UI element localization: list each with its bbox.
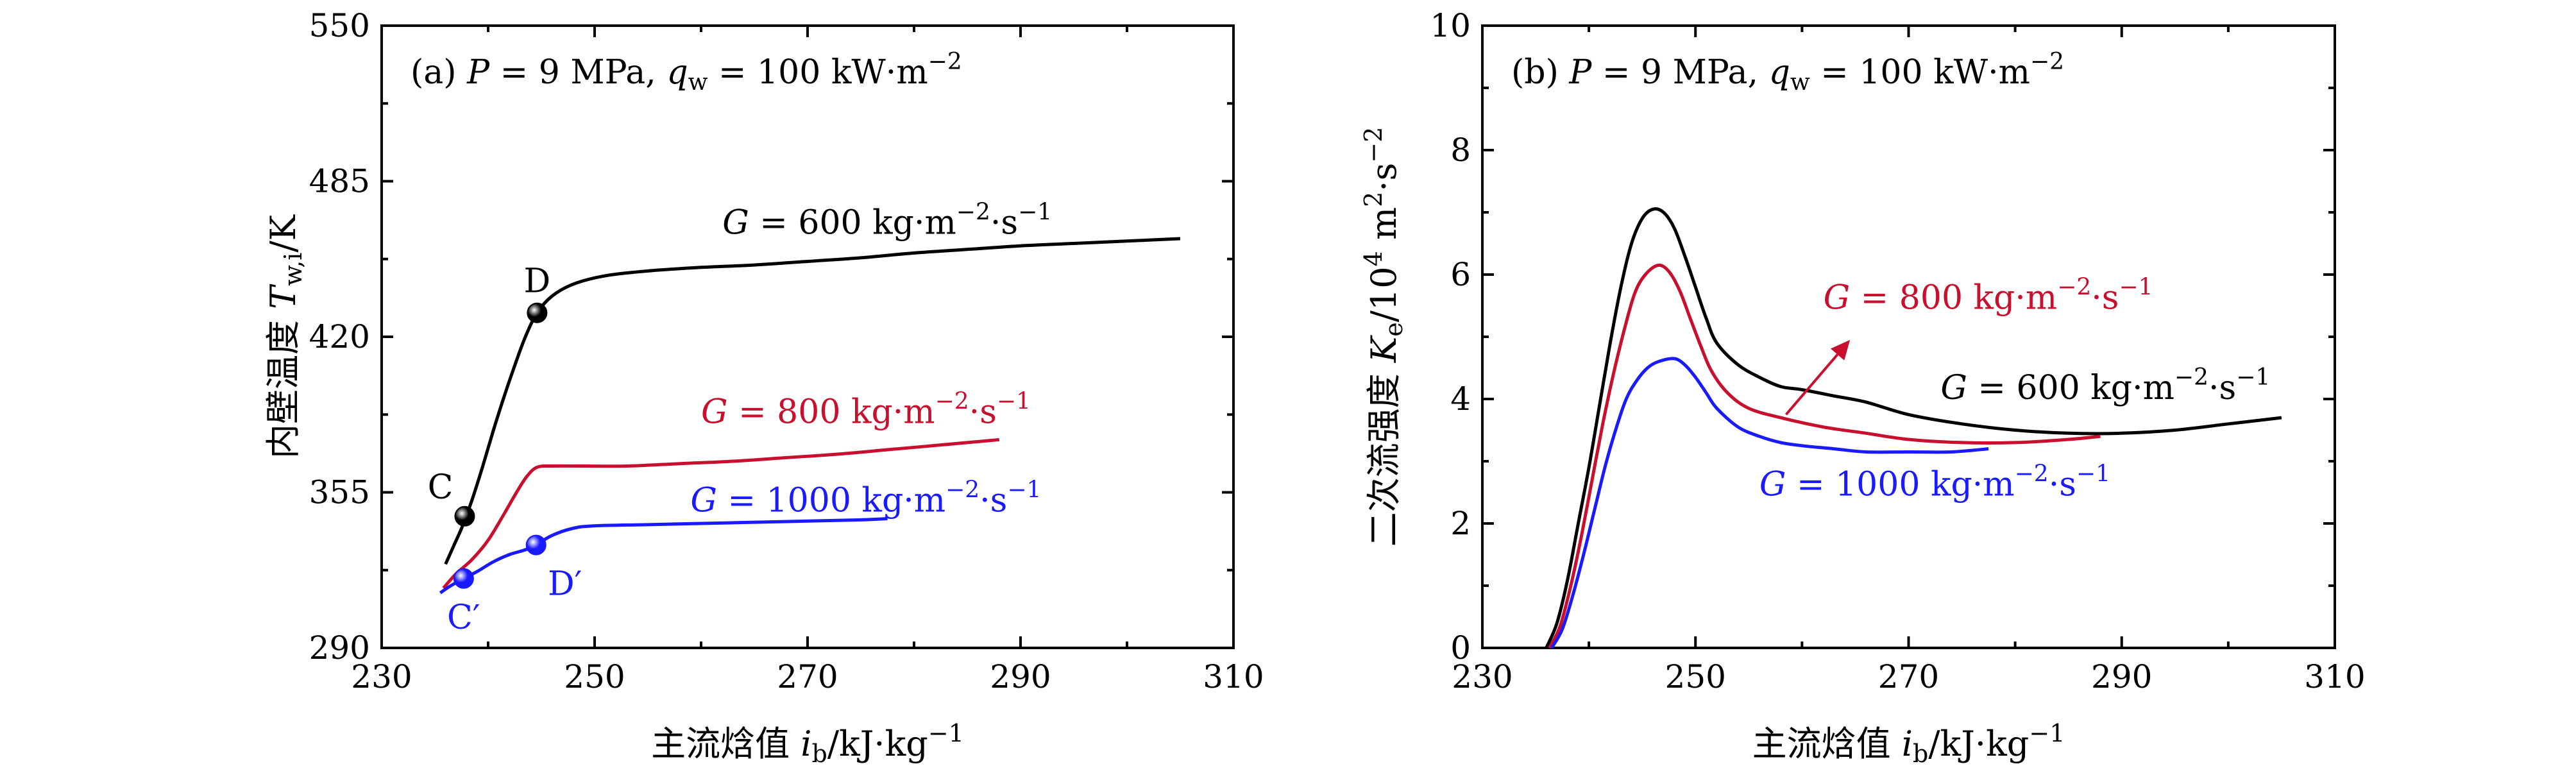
y-tick-label: 10 <box>1430 7 1471 44</box>
point-label-D′: D′ <box>548 565 582 604</box>
y-axis-label: 二次流强度 Ke/104 m2·s−2 <box>1359 127 1408 547</box>
x-tick-label: 230 <box>351 658 412 695</box>
x-tick-label: 290 <box>2091 658 2152 695</box>
x-tick-label: 270 <box>1878 658 1939 695</box>
y-tick-label: 2 <box>1450 505 1471 542</box>
x-tick-label: 270 <box>777 658 838 695</box>
x-tick-label: 250 <box>1665 658 1726 695</box>
x-tick-label: 230 <box>1452 658 1513 695</box>
panel-a: 230 250 270 290 310 290 355 420 485 550 (a) P = 9 … <box>263 7 1264 768</box>
y-tick-label: 550 <box>309 7 370 44</box>
panel-title: (b) P = 9 MPa, qw = 100 kW·m−2 <box>1511 49 2064 96</box>
series-line-2 <box>1548 263 2101 649</box>
series-label-2: G = 800 kg·m−2·s−1 <box>1824 274 2153 317</box>
series-label-1: G = 600 kg·m−2·s−1 <box>1940 364 2270 407</box>
y-tick-label: 6 <box>1450 256 1471 293</box>
panel-b: 230 250 270 290 310 0 2 4 6 8 10 (b) P = 9 MPa, qw … <box>1359 7 2366 768</box>
series-line-3 <box>1550 357 1989 649</box>
y-tick-label: 420 <box>309 318 370 355</box>
point-label-C′: C′ <box>447 599 480 637</box>
series-line-3 <box>439 517 888 595</box>
y-tick-label: 4 <box>1450 380 1471 418</box>
x-axis-label: 主流焓值 ib/kJ·kg−1 <box>651 719 964 768</box>
series-label-3: G = 1000 kg·m−2·s−1 <box>1759 461 2110 504</box>
panel-title: (a) P = 9 MPa, qw = 100 kW·m−2 <box>411 49 962 96</box>
arrow-line <box>1784 353 1839 416</box>
point-marker-D <box>527 302 548 323</box>
point-marker-C′ <box>453 568 474 589</box>
x-tick-label: 250 <box>564 658 625 695</box>
arrow-head <box>1830 339 1851 361</box>
series-label-2: G = 800 kg·m−2·s−1 <box>701 388 1031 431</box>
x-tick-label: 310 <box>1203 658 1264 695</box>
point-marker-D′ <box>525 534 547 556</box>
y-tick-label: 8 <box>1450 132 1471 169</box>
y-tick-label: 290 <box>309 629 370 667</box>
series-label-3: G = 1000 kg·m−2·s−1 <box>690 477 1041 520</box>
point-marker-C <box>454 505 475 527</box>
x-tick-label: 310 <box>2304 658 2365 695</box>
series-line-1 <box>444 237 1181 565</box>
point-label-C: C <box>428 468 453 507</box>
series-label-1: G = 600 kg·m−2·s−1 <box>722 200 1052 242</box>
series-line-2 <box>442 437 1000 590</box>
series-line-1 <box>1545 207 2282 649</box>
x-tick-label: 290 <box>990 658 1051 695</box>
y-axis-label: 内壁温度 Tw,i/K <box>263 214 307 459</box>
y-tick-label: 0 <box>1450 629 1471 667</box>
x-axis-label: 主流焓值 ib/kJ·kg−1 <box>1752 719 2065 768</box>
point-label-D: D <box>524 262 551 301</box>
y-tick-label: 485 <box>309 163 370 200</box>
y-tick-label: 355 <box>309 474 370 511</box>
